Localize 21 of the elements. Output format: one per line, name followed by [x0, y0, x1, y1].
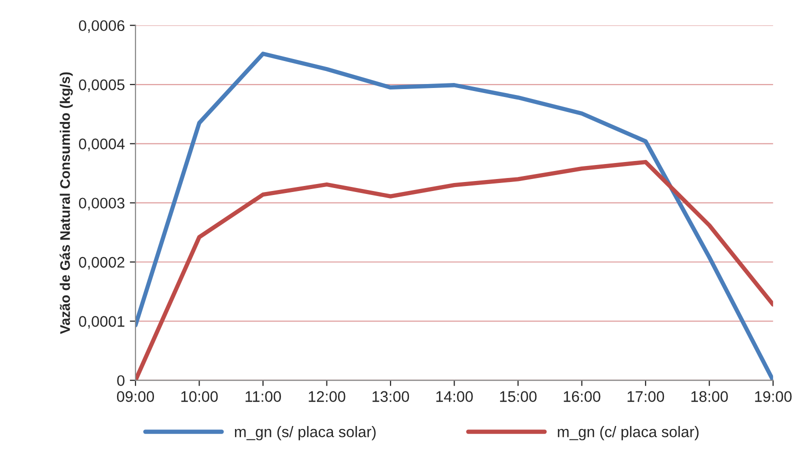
y-tick-label: 0,0006	[78, 20, 124, 33]
y-tick-label: 0,0004	[78, 138, 125, 152]
legend-label: m_gn (c/ placa solar)	[558, 426, 699, 440]
x-tick-label: 16:00	[564, 391, 600, 402]
x-tick-label: 12:00	[308, 391, 346, 402]
x-tick-label: 15:00	[500, 391, 537, 402]
x-tick-label: 13:00	[372, 391, 410, 402]
y-tick-label: 0,0001	[78, 316, 124, 329]
legend-label: m_gn (s/ placa solar)	[234, 426, 376, 440]
x-tick-label: 19:00	[755, 391, 792, 402]
x-tick-label: 17:00	[628, 391, 664, 402]
x-tick-label: 18:00	[691, 391, 728, 402]
x-tick-label: 14:00	[436, 391, 473, 402]
x-tick-label: 10:00	[181, 391, 218, 402]
y-tick-label: 0,0002	[78, 256, 124, 270]
x-tick-label: 09:00	[116, 391, 154, 402]
y-tick-label: 0,0003	[78, 198, 124, 210]
y-tick-label: 0	[117, 375, 124, 386]
y-axis-title: Vazão de Gás Natural Consumido (kg/s)	[60, 72, 73, 334]
y-tick-label: 0,0005	[78, 79, 124, 92]
x-tick-label: 11:00	[246, 391, 281, 402]
